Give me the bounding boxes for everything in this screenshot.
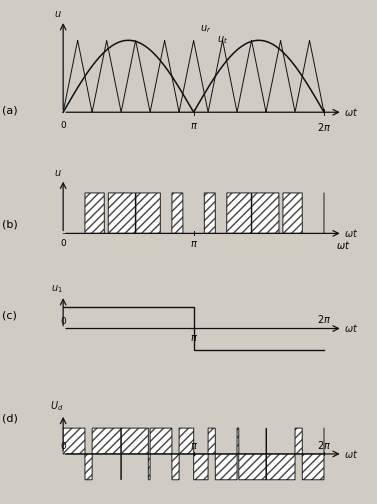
Text: $\pi$: $\pi$ xyxy=(190,333,198,343)
Text: $\omega t$: $\omega t$ xyxy=(344,105,359,117)
Text: $\omega t$: $\omega t$ xyxy=(344,227,359,239)
Text: (c): (c) xyxy=(2,310,17,320)
Text: $U_d$: $U_d$ xyxy=(50,400,63,413)
Text: $\pi$: $\pi$ xyxy=(190,239,198,249)
Text: (d): (d) xyxy=(2,413,18,423)
Text: $\omega t$: $\omega t$ xyxy=(344,448,359,460)
Text: $2\pi$: $2\pi$ xyxy=(317,439,331,452)
Text: $u_r$: $u_r$ xyxy=(200,24,211,35)
Text: $u_1$: $u_1$ xyxy=(51,283,63,295)
Text: $u$: $u$ xyxy=(54,168,62,178)
Text: $\pi$: $\pi$ xyxy=(190,442,198,452)
Text: (a): (a) xyxy=(2,106,17,116)
Text: 0: 0 xyxy=(60,443,66,452)
Text: 0: 0 xyxy=(60,317,66,326)
Text: 0: 0 xyxy=(60,239,66,248)
Text: $2\pi$: $2\pi$ xyxy=(317,313,331,325)
Text: $u$: $u$ xyxy=(54,9,62,19)
Text: $\pi$: $\pi$ xyxy=(190,121,198,131)
Text: $2\pi$: $2\pi$ xyxy=(317,121,331,133)
Text: $u_t$: $u_t$ xyxy=(217,34,228,45)
Text: (b): (b) xyxy=(2,219,18,229)
Text: $\omega t$: $\omega t$ xyxy=(344,322,359,334)
Text: $\omega t$: $\omega t$ xyxy=(336,239,350,251)
Text: 0: 0 xyxy=(60,121,66,130)
